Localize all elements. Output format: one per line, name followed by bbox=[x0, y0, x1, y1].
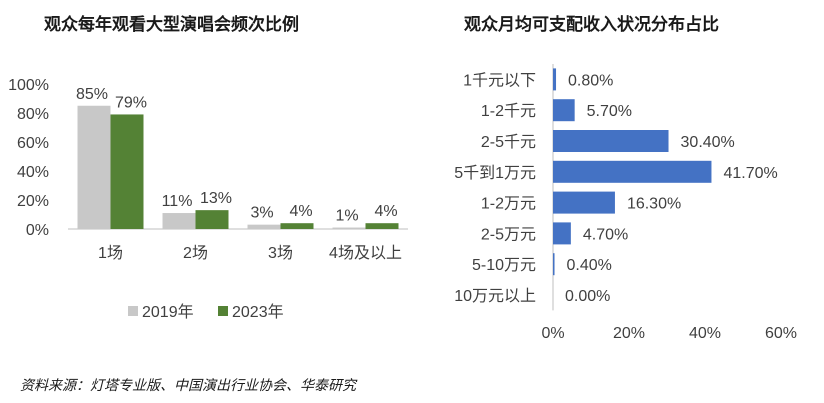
bar-data-label: 4% bbox=[289, 203, 312, 220]
bar-data-label: 0.00% bbox=[565, 288, 610, 305]
category-label: 5-10万元 bbox=[472, 257, 536, 274]
bar-data-label: 79% bbox=[115, 94, 147, 111]
bar bbox=[162, 213, 196, 229]
bar bbox=[553, 253, 555, 276]
bar bbox=[365, 223, 399, 229]
category-label: 2-5千元 bbox=[481, 133, 536, 151]
y-tick-label: 100% bbox=[8, 77, 49, 94]
y-tick-label: 0% bbox=[26, 222, 49, 239]
y-tick-label: 80% bbox=[17, 106, 49, 123]
bar-data-label: 4% bbox=[374, 203, 397, 220]
bar bbox=[553, 222, 571, 245]
bar bbox=[553, 99, 575, 122]
bar-data-label: 13% bbox=[200, 190, 232, 207]
category-label: 5千到1万元 bbox=[454, 164, 536, 182]
left-chart-title: 观众每年观看大型演唱会频次比例 bbox=[44, 15, 299, 35]
legend-label: 2019年 bbox=[142, 303, 194, 321]
right-chart-title: 观众月均可支配收入状况分布占比 bbox=[464, 15, 719, 35]
bar-data-label: 41.70% bbox=[723, 165, 777, 182]
bar-data-label: 0.40% bbox=[567, 257, 612, 274]
x-tick-label: 2场 bbox=[183, 244, 208, 262]
x-tick-label: 1场 bbox=[98, 244, 123, 262]
source-note: 资料来源：灯塔专业版、中国演出行业协会、华泰研究 bbox=[20, 378, 356, 394]
bar bbox=[280, 223, 314, 229]
bar-data-label: 16.30% bbox=[627, 196, 681, 213]
x-tick-label: 0% bbox=[541, 325, 564, 342]
category-label: 1-2万元 bbox=[481, 196, 536, 213]
x-tick-label: 60% bbox=[765, 325, 797, 342]
category-label: 2-5万元 bbox=[481, 226, 536, 243]
income-bar-chart: 1千元以下 0.80% 1-2千元 5.70% 2-5千元 30.40% 5千到1万元 41.… bbox=[454, 64, 797, 342]
category-label: 10万元以上 bbox=[454, 287, 536, 305]
bar bbox=[553, 160, 712, 183]
bar bbox=[195, 210, 229, 229]
frequency-bar-chart: 0% 20% 40% 60% 80% 100% 85% 79% 1场 11% 13% 2场 3% 4% 3场… bbox=[8, 77, 408, 321]
y-tick-label: 20% bbox=[17, 193, 49, 210]
bar bbox=[553, 68, 557, 91]
bar bbox=[247, 224, 281, 229]
x-tick-label: 40% bbox=[689, 325, 721, 342]
x-tick-label: 3场 bbox=[268, 244, 293, 262]
bar-data-label: 3% bbox=[250, 205, 273, 222]
bar-data-label: 11% bbox=[162, 193, 193, 210]
bar-data-label: 85% bbox=[76, 86, 108, 103]
legend-swatch bbox=[218, 306, 228, 316]
bar-data-label: 4.70% bbox=[583, 226, 628, 243]
bar bbox=[553, 191, 615, 214]
bar-data-label: 30.40% bbox=[681, 134, 735, 151]
y-tick-label: 60% bbox=[17, 135, 49, 152]
bar-data-label: 1% bbox=[335, 208, 358, 225]
legend-label: 2023年 bbox=[232, 303, 284, 321]
category-label: 1-2千元 bbox=[481, 102, 536, 120]
legend-swatch bbox=[128, 306, 138, 316]
bar-data-label: 0.80% bbox=[568, 72, 613, 89]
bar bbox=[110, 114, 144, 229]
y-tick-label: 40% bbox=[17, 164, 49, 181]
x-tick-label: 4场及以上 bbox=[329, 244, 402, 262]
bar bbox=[77, 105, 111, 229]
bar bbox=[332, 227, 366, 229]
bar bbox=[553, 130, 669, 152]
x-tick-label: 20% bbox=[613, 325, 645, 342]
category-label: 1千元以下 bbox=[463, 71, 536, 89]
bar-data-label: 5.70% bbox=[587, 103, 632, 120]
